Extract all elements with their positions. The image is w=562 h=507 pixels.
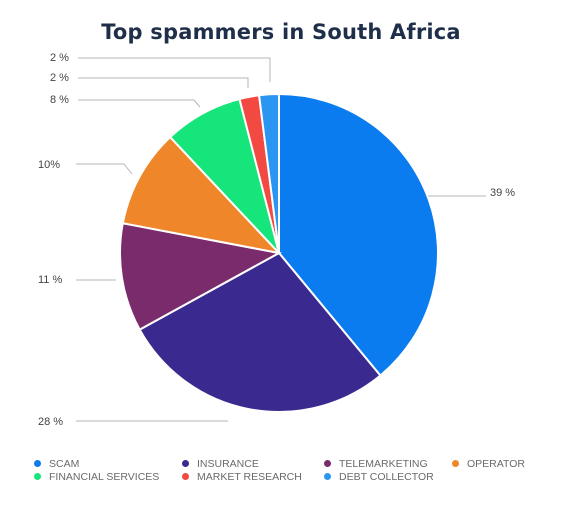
slice-label-financial-services: 8 % — [50, 94, 69, 106]
legend-label-market-research: MARKET RESEARCH — [197, 470, 302, 483]
slice-label-telemarketing: 11 % — [38, 274, 62, 286]
legend-label-insurance: INSURANCE — [197, 457, 259, 470]
slice-label-insurance: 28 % — [38, 416, 63, 428]
legend-row-2: FINANCIAL SERVICES MARKET RESEARCH DEBT … — [34, 470, 554, 483]
legend-dot-debt-collector — [324, 473, 331, 480]
slice-label-operator: 10% — [38, 159, 60, 171]
leader-line-market-research — [78, 77, 249, 88]
legend-dot-market-research — [182, 473, 189, 480]
pie-slice-telemarketing[interactable] — [119, 222, 282, 331]
legend-dot-financial-services — [34, 473, 41, 480]
pie-slice-debt-collector[interactable] — [257, 92, 280, 254]
legend-item-financial-services[interactable]: FINANCIAL SERVICES — [34, 470, 182, 483]
pie-slice-scam[interactable] — [278, 92, 439, 377]
legend-label-telemarketing: TELEMARKETING — [339, 457, 428, 470]
slice-label-market-research: 2 % — [50, 72, 69, 84]
chart-title: Top spammers in South Africa — [101, 20, 461, 44]
legend-item-scam[interactable]: SCAM — [34, 457, 182, 470]
legend-dot-insurance — [182, 460, 189, 467]
legend: SCAM INSURANCE TELEMARKETING OPERATOR FI… — [34, 457, 554, 483]
legend-dot-telemarketing — [324, 460, 331, 467]
legend-item-operator[interactable]: OPERATOR — [452, 457, 552, 470]
legend-item-market-research[interactable]: MARKET RESEARCH — [182, 470, 324, 483]
legend-item-telemarketing[interactable]: TELEMARKETING — [324, 457, 452, 470]
pie-slice-operator[interactable] — [121, 135, 282, 255]
legend-dot-scam — [34, 460, 41, 467]
slice-label-debt-collector: 2 % — [50, 52, 69, 64]
pie-slice-insurance[interactable] — [138, 251, 382, 413]
slice-label-scam: 39 % — [490, 187, 515, 199]
leader-line-debt-collector — [78, 57, 271, 82]
pie-chart: 39 % 28 % 11 % 10% 8 % 2 % 2 % — [38, 52, 515, 428]
legend-label-financial-services: FINANCIAL SERVICES — [49, 470, 160, 483]
legend-row-1: SCAM INSURANCE TELEMARKETING OPERATOR — [34, 457, 554, 470]
leader-line-financial-services — [78, 99, 201, 108]
leader-line-operator — [76, 163, 133, 175]
legend-label-scam: SCAM — [49, 457, 80, 470]
legend-item-insurance[interactable]: INSURANCE — [182, 457, 324, 470]
legend-dot-operator — [452, 460, 459, 467]
legend-label-debt-collector: DEBT COLLECTOR — [339, 470, 434, 483]
legend-item-debt-collector[interactable]: DEBT COLLECTOR — [324, 470, 464, 483]
legend-label-operator: OPERATOR — [467, 457, 525, 470]
